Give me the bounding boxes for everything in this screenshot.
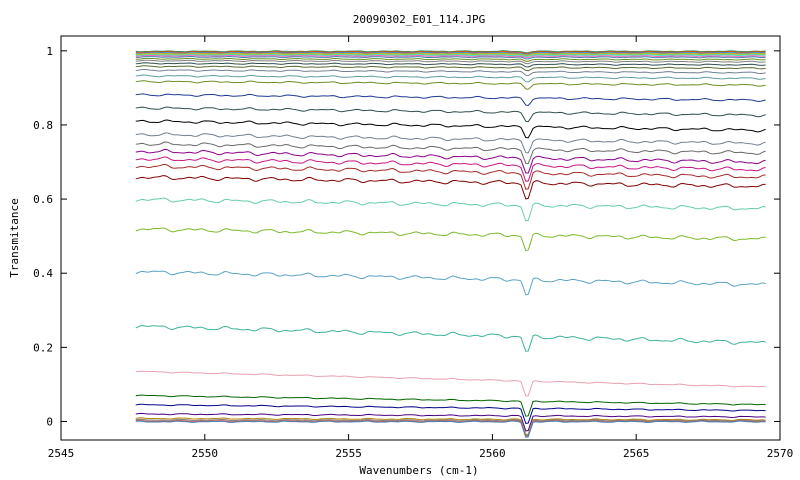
series-line xyxy=(135,106,766,123)
series-line xyxy=(135,119,766,139)
series-line xyxy=(135,270,766,296)
series-line xyxy=(135,163,766,190)
y-axis-ticks: 0 0.2 0.4 0.6 0.8 1 xyxy=(33,45,780,428)
series-line xyxy=(135,325,766,352)
series-line xyxy=(135,51,766,55)
y-axis-label: Transmitance xyxy=(8,198,21,277)
series-line xyxy=(135,68,766,77)
y-tick-label: 0.2 xyxy=(33,341,53,354)
series-line xyxy=(135,175,766,200)
series-line xyxy=(135,74,766,83)
series-line xyxy=(135,403,766,425)
series-line xyxy=(135,80,766,90)
x-tick-label: 2550 xyxy=(192,447,219,460)
x-tick-label: 2545 xyxy=(48,447,75,460)
series-line xyxy=(135,148,766,174)
series-line xyxy=(135,197,766,222)
series-line xyxy=(135,93,766,107)
y-tick-label: 0 xyxy=(46,415,53,428)
series-line xyxy=(135,53,766,57)
series-line xyxy=(135,55,766,60)
series-line xyxy=(135,412,766,432)
series-line xyxy=(135,227,766,252)
series-line xyxy=(135,52,766,56)
series-line xyxy=(135,62,766,68)
series-line xyxy=(135,50,766,54)
y-tick-label: 1 xyxy=(46,45,53,58)
x-axis-ticks: 2545 2550 2555 2560 2565 2570 xyxy=(48,36,794,460)
series-line xyxy=(135,54,766,59)
series-line xyxy=(135,420,766,438)
series-line xyxy=(135,141,766,164)
x-tick-label: 2570 xyxy=(767,447,794,460)
series-line xyxy=(135,51,766,55)
series-line xyxy=(135,394,766,417)
series-line xyxy=(135,370,766,397)
series-line xyxy=(135,417,766,436)
x-tick-label: 2560 xyxy=(479,447,506,460)
y-tick-label: 0.4 xyxy=(33,267,53,280)
series-line xyxy=(135,418,766,437)
plot-frame xyxy=(60,35,781,441)
series-line xyxy=(135,156,766,182)
chart-title: 20090302_E01_114.JPG xyxy=(353,13,485,26)
series-line xyxy=(135,59,766,65)
series-line xyxy=(135,132,766,154)
series-line xyxy=(135,57,766,62)
x-tick-label: 2565 xyxy=(623,447,650,460)
series-layer xyxy=(135,50,766,438)
series-line xyxy=(135,65,766,72)
y-tick-label: 0.8 xyxy=(33,119,53,132)
series-line xyxy=(135,53,766,58)
y-tick-label: 0.6 xyxy=(33,193,53,206)
x-axis-label: Wavenumbers (cm-1) xyxy=(359,464,478,477)
x-tick-label: 2555 xyxy=(335,447,362,460)
